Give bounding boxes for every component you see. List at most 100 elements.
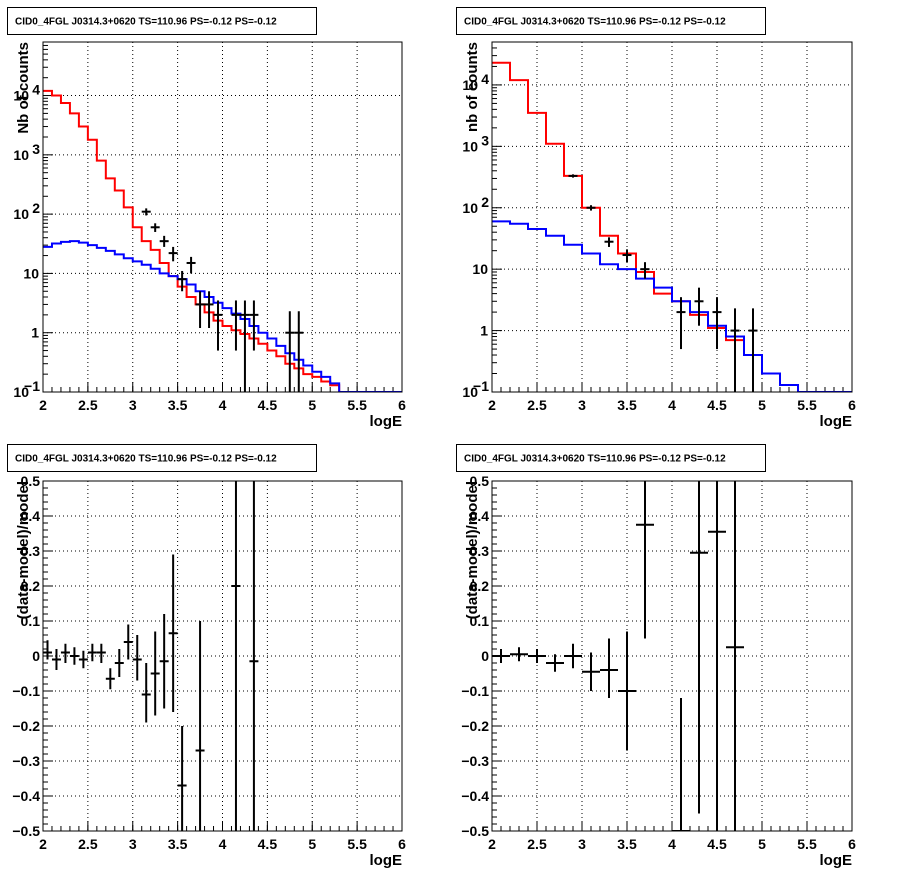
chart-title: CID0_4FGL J0314.3+0620 TS=110.96 PS=-0.1… xyxy=(464,17,726,28)
x-tick-label: 5 xyxy=(758,397,766,413)
x-tick-label: 4 xyxy=(219,836,227,852)
x-tick-label: 5 xyxy=(308,836,316,852)
x-axis-title: logE xyxy=(370,413,403,430)
chart-title-box xyxy=(456,7,766,35)
plot-area xyxy=(492,61,852,392)
chart-title: CID0_4FGL J0314.3+0620 TS=110.96 PS=-0.1… xyxy=(15,454,277,465)
x-tick-label: 2 xyxy=(39,836,47,852)
y-tick-label: 10 xyxy=(13,206,29,222)
data-point xyxy=(600,638,618,698)
data-point xyxy=(96,643,106,663)
y-tick-label: 0.5 xyxy=(21,473,41,489)
data-point xyxy=(510,647,528,662)
y-tick-label: −0.3 xyxy=(461,753,489,769)
x-tick-label: 6 xyxy=(398,836,406,852)
data-point xyxy=(294,311,304,392)
data-point xyxy=(168,554,178,712)
data-point xyxy=(546,654,564,672)
x-tick-label: 2.5 xyxy=(78,397,98,413)
y-tick-label: −0.4 xyxy=(12,788,40,804)
y-tick-label: 10 xyxy=(13,147,29,163)
y-tick-label: −0.5 xyxy=(12,823,40,839)
plot-area xyxy=(43,481,259,831)
y-tick-exponent: 4 xyxy=(32,82,40,98)
chart-panel-1: CID0_4FGL J0314.3+0620 TS=110.96 PS=-0.1… xyxy=(7,7,406,430)
chart-title-box xyxy=(456,444,766,472)
data-point xyxy=(672,698,690,831)
x-tick-label: 5 xyxy=(758,836,766,852)
y-tick-label: −0.1 xyxy=(12,683,40,699)
data-point xyxy=(231,300,241,351)
y-tick-label: 10 xyxy=(23,265,39,281)
data-point xyxy=(51,649,61,670)
x-tick-label: 4 xyxy=(219,397,227,413)
x-tick-label: 2.5 xyxy=(527,836,547,852)
chart-panel-4: CID0_4FGL J0314.3+0620 TS=110.96 PS=-0.1… xyxy=(456,444,856,869)
x-tick-label: 5.5 xyxy=(797,397,817,413)
data-point xyxy=(528,649,546,663)
y-tick-label: 0.4 xyxy=(470,508,490,524)
data-point xyxy=(60,643,70,663)
x-tick-label: 4.5 xyxy=(258,836,278,852)
y-tick-exponent: −1 xyxy=(473,378,489,394)
chart-panel-2: CID0_4FGL J0314.3+0620 TS=110.96 PS=-0.1… xyxy=(456,7,856,430)
data-point xyxy=(676,297,686,350)
x-axis-title: logE xyxy=(370,852,403,869)
x-tick-label: 3 xyxy=(129,397,137,413)
y-tick-exponent: 4 xyxy=(481,71,489,87)
data-point xyxy=(636,481,654,639)
x-tick-label: 5.5 xyxy=(347,836,367,852)
x-tick-label: 4.5 xyxy=(707,397,727,413)
data-point xyxy=(231,481,241,831)
y-tick-label: 0.3 xyxy=(470,543,490,559)
y-tick-exponent: 2 xyxy=(481,194,489,210)
data-point xyxy=(249,300,259,351)
data-point xyxy=(712,297,722,350)
plot-area xyxy=(43,89,402,392)
data-point xyxy=(87,643,97,662)
data-point xyxy=(730,308,740,392)
data-point xyxy=(141,663,151,723)
data-point xyxy=(177,270,187,292)
x-tick-label: 4.5 xyxy=(707,836,727,852)
y-tick-label: 0.2 xyxy=(21,578,41,594)
x-tick-label: 6 xyxy=(848,836,856,852)
y-tick-label: 0 xyxy=(32,648,40,664)
plot-frame xyxy=(42,41,403,393)
data-point xyxy=(586,205,596,211)
data-point xyxy=(123,624,133,660)
x-tick-label: 2 xyxy=(488,397,496,413)
y-tick-label: −0.4 xyxy=(461,788,489,804)
data-point xyxy=(78,650,88,669)
data-point xyxy=(213,300,223,351)
data-point xyxy=(726,481,744,831)
data-point xyxy=(564,643,582,669)
x-tick-label: 2.5 xyxy=(527,397,547,413)
x-tick-label: 3 xyxy=(129,836,137,852)
y-tick-label: −0.3 xyxy=(12,753,40,769)
chart-title-box xyxy=(7,444,317,472)
chart-title-box xyxy=(7,7,317,35)
x-tick-label: 3 xyxy=(578,836,586,852)
y-tick-label: 10 xyxy=(13,88,29,104)
x-tick-label: 2.5 xyxy=(78,836,98,852)
y-axis-title: (data-model)/model xyxy=(464,481,481,619)
plot-frame xyxy=(491,480,853,832)
data-point xyxy=(582,652,600,691)
data-point xyxy=(186,256,196,274)
y-tick-label: −0.2 xyxy=(461,718,489,734)
y-tick-exponent: 3 xyxy=(481,132,489,148)
x-tick-label: 5.5 xyxy=(347,397,367,413)
data-point xyxy=(114,649,124,677)
data-point xyxy=(285,311,295,392)
chart-title: CID0_4FGL J0314.3+0620 TS=110.96 PS=-0.1… xyxy=(15,17,277,28)
data-point xyxy=(748,308,758,392)
x-axis-title: logE xyxy=(820,852,853,869)
data-point xyxy=(694,287,704,326)
data-point xyxy=(150,631,160,716)
y-tick-label: 1 xyxy=(31,325,39,341)
y-axis-title: nb of counts xyxy=(464,42,481,132)
x-tick-label: 3.5 xyxy=(617,397,637,413)
y-tick-label: 10 xyxy=(13,384,29,400)
y-axis-title: (data-model)/model xyxy=(15,481,32,619)
